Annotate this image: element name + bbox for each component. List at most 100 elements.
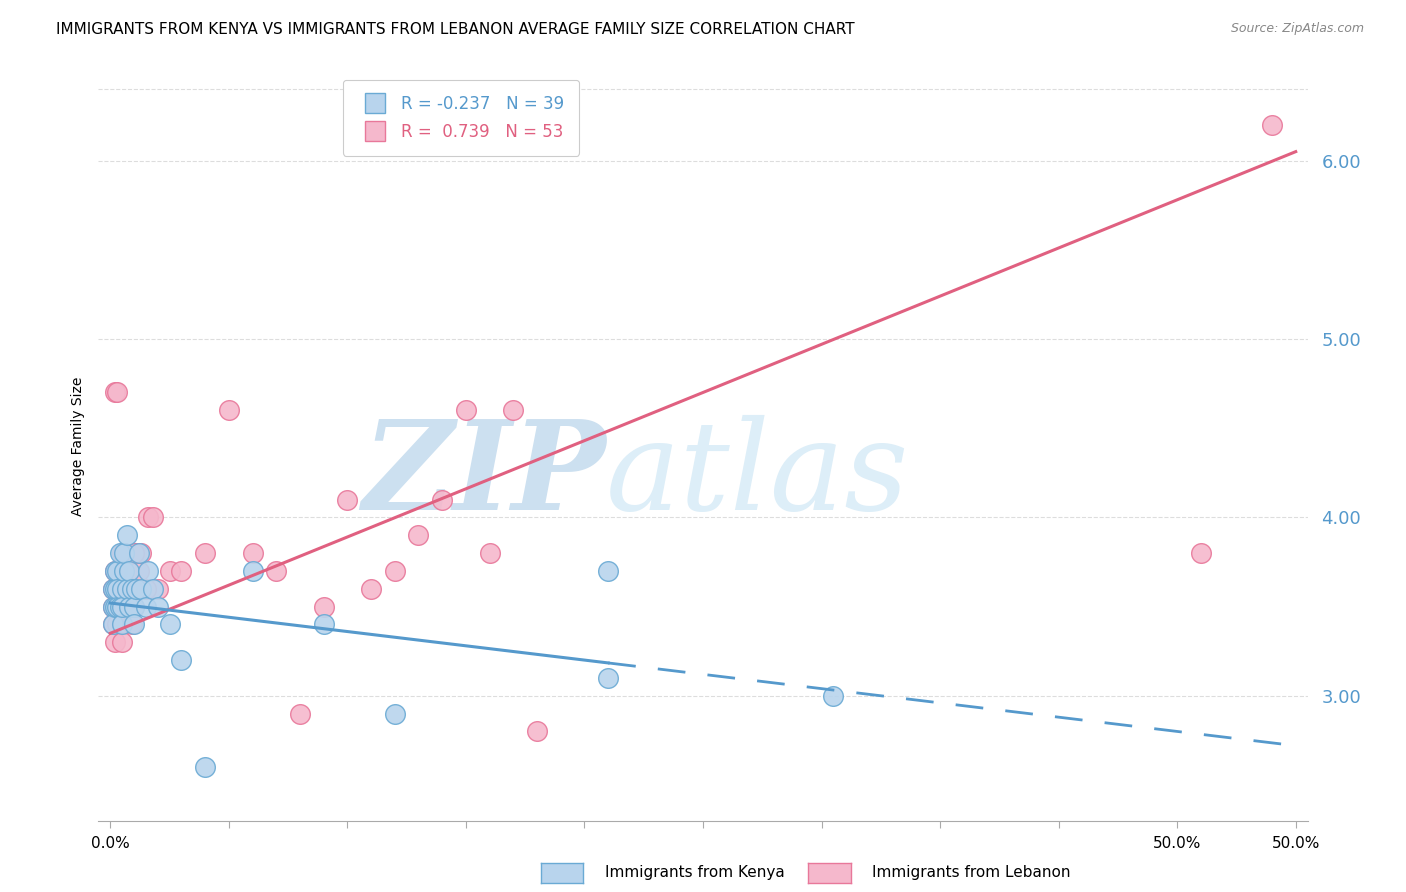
Point (111, 582, 134, 596)
Point (146, 599, 169, 614)
Point (146, 582, 169, 596)
Point (114, 546, 136, 560)
Point (105, 582, 128, 596)
Point (101, 582, 124, 596)
Point (115, 528, 138, 542)
Point (454, 403, 477, 417)
Point (218, 403, 240, 417)
Point (122, 599, 145, 614)
Point (111, 617, 134, 632)
Point (105, 617, 128, 632)
Point (108, 546, 131, 560)
Point (384, 706, 406, 721)
Text: IMMIGRANTS FROM KENYA VS IMMIGRANTS FROM LEBANON AVERAGE FAMILY SIZE CORRELATION: IMMIGRANTS FROM KENYA VS IMMIGRANTS FROM… (56, 22, 855, 37)
Point (598, 564, 620, 578)
Point (170, 653, 193, 667)
Point (136, 564, 159, 578)
Text: ZIP: ZIP (363, 415, 606, 537)
Point (108, 564, 131, 578)
Point (101, 582, 124, 596)
Point (114, 564, 136, 578)
Point (125, 546, 148, 560)
Point (101, 617, 124, 632)
Point (242, 564, 264, 578)
Point (122, 546, 145, 560)
Point (194, 546, 217, 560)
Point (360, 582, 382, 596)
Point (115, 599, 138, 614)
Point (135, 582, 157, 596)
Text: Immigrants from Lebanon: Immigrants from Lebanon (872, 865, 1070, 880)
Point (432, 492, 454, 507)
Text: Source: ZipAtlas.com: Source: ZipAtlas.com (1230, 22, 1364, 36)
Point (125, 582, 148, 596)
Point (122, 599, 145, 614)
Point (115, 582, 138, 596)
Point (108, 599, 131, 614)
Text: atlas: atlas (606, 415, 910, 537)
Point (122, 617, 145, 632)
Point (128, 564, 150, 578)
Point (118, 599, 141, 614)
Point (118, 599, 141, 614)
Point (526, 724, 548, 739)
Point (194, 760, 217, 774)
Point (105, 385, 128, 400)
Point (104, 635, 127, 649)
Point (104, 599, 127, 614)
Point (104, 564, 127, 578)
Point (135, 599, 157, 614)
Point (105, 599, 128, 614)
Point (312, 599, 335, 614)
Point (121, 617, 143, 632)
Point (264, 564, 287, 578)
Point (118, 564, 141, 578)
Point (114, 546, 136, 560)
Point (114, 599, 136, 614)
Point (104, 564, 127, 578)
Point (142, 510, 165, 524)
Point (105, 582, 128, 596)
Point (598, 671, 620, 685)
Point (111, 582, 134, 596)
Point (111, 617, 134, 632)
Point (101, 617, 124, 632)
Point (111, 635, 134, 649)
Point (111, 546, 134, 560)
Legend: R = -0.237   N = 39, R =  0.739   N = 53: R = -0.237 N = 39, R = 0.739 N = 53 (343, 79, 579, 156)
Point (136, 510, 159, 524)
Point (312, 617, 335, 632)
Point (101, 599, 124, 614)
Point (121, 582, 143, 596)
Point (118, 599, 141, 614)
Point (111, 599, 134, 614)
Point (242, 546, 264, 560)
Point (1261, 118, 1284, 132)
Point (128, 546, 150, 560)
Point (159, 617, 181, 632)
Point (135, 582, 157, 596)
Point (478, 546, 501, 560)
Point (104, 599, 127, 614)
Point (118, 582, 141, 596)
Point (115, 564, 138, 578)
Point (170, 564, 193, 578)
Point (408, 528, 430, 542)
Point (159, 564, 181, 578)
Y-axis label: Average Family Size: Average Family Size (70, 376, 84, 516)
Point (142, 582, 165, 596)
Point (105, 564, 128, 578)
Point (101, 599, 124, 614)
Point (336, 492, 359, 507)
Text: Immigrants from Kenya: Immigrants from Kenya (605, 865, 785, 880)
Point (104, 385, 127, 400)
Point (129, 546, 152, 560)
Point (288, 706, 311, 721)
Point (823, 689, 845, 703)
Point (502, 403, 524, 417)
Point (108, 599, 131, 614)
Point (129, 582, 152, 596)
Point (384, 564, 406, 578)
Point (1189, 546, 1212, 560)
Point (104, 582, 127, 596)
